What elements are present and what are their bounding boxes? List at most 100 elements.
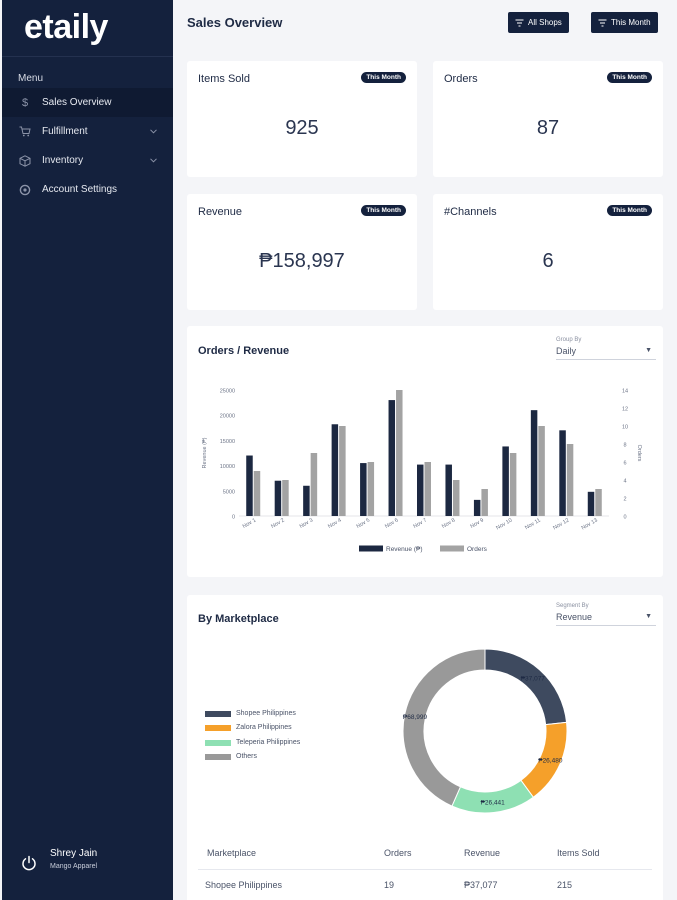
y-tick-label: 0 (232, 515, 235, 521)
orders-bar (424, 462, 431, 516)
x-tick-label: Nov 5 (356, 518, 371, 530)
filter-icon (598, 19, 607, 26)
y2-tick-label: 0 (623, 515, 626, 521)
orders-bar (339, 426, 346, 516)
donut-data-label: ₱26,441 (481, 800, 506, 807)
column-header: Orders (384, 848, 412, 858)
section-title: Orders / Revenue (198, 345, 290, 357)
all-shops-filter-button[interactable]: All Shops (508, 12, 569, 33)
orders-bar (595, 489, 602, 516)
sidebar-item-account-settings[interactable]: Account Settings (2, 175, 173, 204)
legend-item-teleperia: Teleperia Philippines (205, 739, 300, 746)
revenue-bar (388, 400, 396, 516)
y2-tick-label: 6 (623, 461, 626, 467)
caret-down-icon: ▼ (645, 347, 652, 354)
kpi-value: 87 (536, 117, 560, 139)
orders-bar (566, 444, 574, 516)
kpi-card-channels: #Channels This Month 6 (433, 194, 663, 310)
sidebar-item-label: Account Settings (42, 184, 118, 195)
table-cell: Shopee Philippines (205, 880, 283, 890)
group-by-select[interactable]: Group By Daily ▼ (556, 337, 656, 360)
segment-by-select[interactable]: Segment By Revenue ▼ (556, 603, 656, 626)
x-tick-label: Nov 8 (441, 518, 456, 530)
y2-tick-label: 2 (623, 497, 626, 503)
orders-bar (367, 462, 375, 516)
sidebar-item-inventory[interactable]: Inventory (2, 146, 173, 175)
sidebar-item-label: Sales Overview (42, 97, 112, 108)
sidebar-item-fulfillment[interactable]: Fulfillment (2, 117, 173, 146)
sidebar-nav: $ Sales Overview Fulfillment Inventory (2, 88, 173, 204)
x-tick-label: Nov 4 (327, 518, 342, 530)
orders-revenue-chart: 0 5000 10000 15000 20000 25000 0 2 4 6 8 10 12 14 Reve… (202, 389, 642, 554)
legend-label-revenue: Revenue (₱) (386, 546, 423, 553)
orders-bar (481, 489, 488, 516)
kpi-period-badge: This Month (361, 72, 406, 83)
sidebar-item-sales-overview[interactable]: $ Sales Overview (2, 88, 173, 117)
power-icon[interactable] (20, 854, 38, 872)
chevron-down-icon (150, 155, 157, 166)
donut-data-label: ₱37,077 (521, 675, 546, 682)
revenue-bar (417, 464, 424, 516)
column-header: Revenue (464, 848, 501, 858)
logo: etaily (24, 8, 108, 46)
chevron-down-icon (150, 126, 157, 137)
cart-icon (18, 125, 32, 139)
legend-label: Teleperia Philippines (236, 739, 301, 746)
column-header: Marketplace (207, 848, 257, 858)
menu-label: Menu (18, 73, 44, 84)
select-value-text: Daily (556, 346, 577, 356)
user-profile[interactable]: Shrey Jain Mango Apparel (2, 840, 173, 900)
kpi-card-revenue: Revenue This Month ₱158,997 (187, 194, 417, 310)
x-tick-label: Nov 10 (495, 518, 513, 532)
y-tick-label: 10000 (220, 464, 235, 470)
kpi-value: 6 (542, 250, 554, 272)
y-tick-label: 20000 (220, 414, 235, 420)
revenue-bar (331, 424, 339, 516)
legend-item-shopee: Shopee Philippines (205, 710, 296, 717)
revenue-bar (274, 480, 282, 516)
table-cell: 19 (384, 880, 395, 890)
caret-down-icon: ▼ (645, 613, 652, 620)
select-value-text: Revenue (556, 612, 593, 622)
marketplace-card: By Marketplace Segment By Revenue ▼ Shop… (187, 595, 663, 900)
donut-data-labels: ₱37,077 ₱26,480 ₱26,441 ₱68,999 (403, 675, 563, 806)
y-tick-label: 15000 (220, 439, 235, 445)
kpi-value: 925 (285, 117, 319, 139)
sidebar-item-label: Fulfillment (42, 126, 88, 137)
marketplace-donut-chart: ₱37,077 ₱26,480 ₱26,441 ₱68,999 (402, 648, 568, 814)
logo-divider (2, 56, 173, 57)
kpi-period-badge: This Month (361, 205, 406, 216)
y2-tick-label: 4 (623, 479, 626, 485)
y-axis-label: Revenue (₱) (202, 437, 208, 468)
select-caption: Segment By (556, 603, 589, 609)
sidebar: etaily Menu $ Sales Overview Fulfillment… (2, 0, 173, 900)
filter-icon (515, 19, 524, 26)
y-tick-label: 5000 (223, 489, 235, 495)
y2-axis-label: Orders (636, 445, 642, 462)
box-icon (18, 154, 32, 168)
period-label: This Month (611, 18, 651, 27)
all-shops-label: All Shops (528, 18, 562, 27)
x-tick-label: Nov 7 (413, 518, 428, 530)
revenue-bar (360, 463, 367, 516)
kpi-card-orders: Orders This Month 87 (433, 61, 663, 177)
period-filter-button[interactable]: This Month (591, 12, 658, 33)
legend-swatch (205, 753, 231, 760)
revenue-bar (587, 491, 595, 516)
y-tick-label: 25000 (220, 389, 235, 395)
donut-slice (451, 779, 535, 814)
y2-tick-label: 10 (622, 425, 628, 431)
gear-icon (18, 183, 32, 197)
select-caption: Group By (556, 337, 582, 343)
kpi-title: #Channels (444, 206, 497, 218)
orders-bar (452, 480, 460, 516)
legend-label-orders: Orders (467, 546, 488, 553)
user-company: Mango Apparel (50, 863, 98, 870)
sidebar-item-label: Inventory (42, 155, 84, 166)
legend-swatch-revenue (359, 545, 383, 552)
select-value: Revenue ▼ (556, 612, 656, 626)
revenue-bar (502, 446, 509, 516)
legend-swatch (205, 724, 231, 731)
y2-tick-label: 14 (622, 389, 628, 395)
revenue-bar (445, 464, 452, 516)
